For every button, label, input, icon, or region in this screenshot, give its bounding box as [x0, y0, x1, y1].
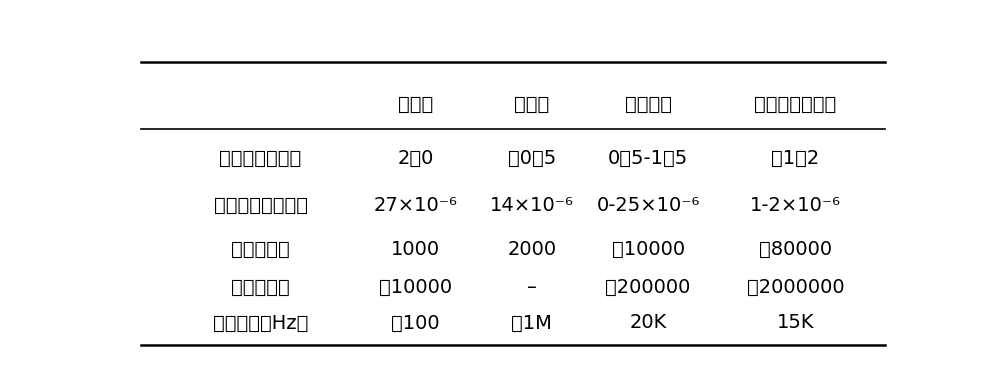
Text: 初始磁导率: 初始磁导率	[231, 240, 290, 259]
Text: 饱和磁感应强度: 饱和磁感应强度	[220, 149, 302, 168]
Text: ＞10000: ＞10000	[379, 278, 452, 297]
Text: 14×10⁻⁶: 14×10⁻⁶	[490, 196, 574, 215]
Text: 铁基纳米晶合金: 铁基纳米晶合金	[754, 95, 836, 114]
Text: 0．5-1．5: 0．5-1．5	[608, 149, 688, 168]
Text: ＜0．5: ＜0．5	[508, 149, 556, 168]
Text: 1000: 1000	[391, 240, 440, 259]
Text: ＞200000: ＞200000	[605, 278, 691, 297]
Text: 27×10⁻⁶: 27×10⁻⁶	[374, 196, 458, 215]
Text: –: –	[527, 278, 537, 297]
Text: ＞2000000: ＞2000000	[747, 278, 844, 297]
Text: 铁氧体: 铁氧体	[514, 95, 550, 114]
Text: ＞80000: ＞80000	[759, 240, 832, 259]
Text: 15K: 15K	[777, 314, 814, 333]
Text: ＜1M: ＜1M	[511, 314, 552, 333]
Text: ＜100: ＜100	[391, 314, 440, 333]
Text: ＞10000: ＞10000	[612, 240, 685, 259]
Text: ＞1．2: ＞1．2	[771, 149, 820, 168]
Text: 20K: 20K	[630, 314, 667, 333]
Text: 1-2×10⁻⁶: 1-2×10⁻⁶	[750, 196, 841, 215]
Text: 坡莫合金: 坡莫合金	[625, 95, 672, 114]
Text: 2000: 2000	[507, 240, 556, 259]
Text: 硬鈴片: 硬鈴片	[398, 95, 433, 114]
Text: 2．0: 2．0	[397, 149, 434, 168]
Text: 0-25×10⁻⁶: 0-25×10⁻⁶	[596, 196, 700, 215]
Text: 饱和磁致伸缩系数: 饱和磁致伸缩系数	[214, 196, 308, 215]
Text: 最大磁导率: 最大磁导率	[231, 278, 290, 297]
Text: 工作频率（Hz）: 工作频率（Hz）	[213, 314, 308, 333]
